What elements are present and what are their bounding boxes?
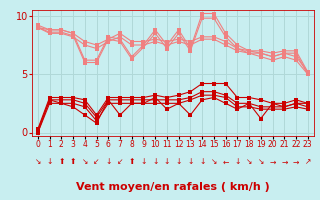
Text: ↓: ↓ — [164, 158, 170, 166]
Text: →: → — [281, 158, 287, 166]
Text: ↘: ↘ — [82, 158, 88, 166]
Text: ↘: ↘ — [35, 158, 41, 166]
Text: ↙: ↙ — [93, 158, 100, 166]
Text: ↓: ↓ — [175, 158, 182, 166]
Text: →: → — [293, 158, 299, 166]
Text: ↘: ↘ — [258, 158, 264, 166]
Text: ↓: ↓ — [46, 158, 53, 166]
Text: ⬆: ⬆ — [70, 158, 76, 166]
Text: Vent moyen/en rafales ( km/h ): Vent moyen/en rafales ( km/h ) — [76, 182, 270, 192]
Text: ↙: ↙ — [117, 158, 123, 166]
Text: ↘: ↘ — [211, 158, 217, 166]
Text: ↓: ↓ — [187, 158, 194, 166]
Text: ↓: ↓ — [152, 158, 158, 166]
Text: ⬆: ⬆ — [58, 158, 65, 166]
Text: ↓: ↓ — [234, 158, 241, 166]
Text: ↗: ↗ — [305, 158, 311, 166]
Text: ↘: ↘ — [246, 158, 252, 166]
Text: ←: ← — [222, 158, 229, 166]
Text: ↓: ↓ — [105, 158, 111, 166]
Text: ↓: ↓ — [199, 158, 205, 166]
Text: →: → — [269, 158, 276, 166]
Text: ↓: ↓ — [140, 158, 147, 166]
Text: ⬆: ⬆ — [129, 158, 135, 166]
